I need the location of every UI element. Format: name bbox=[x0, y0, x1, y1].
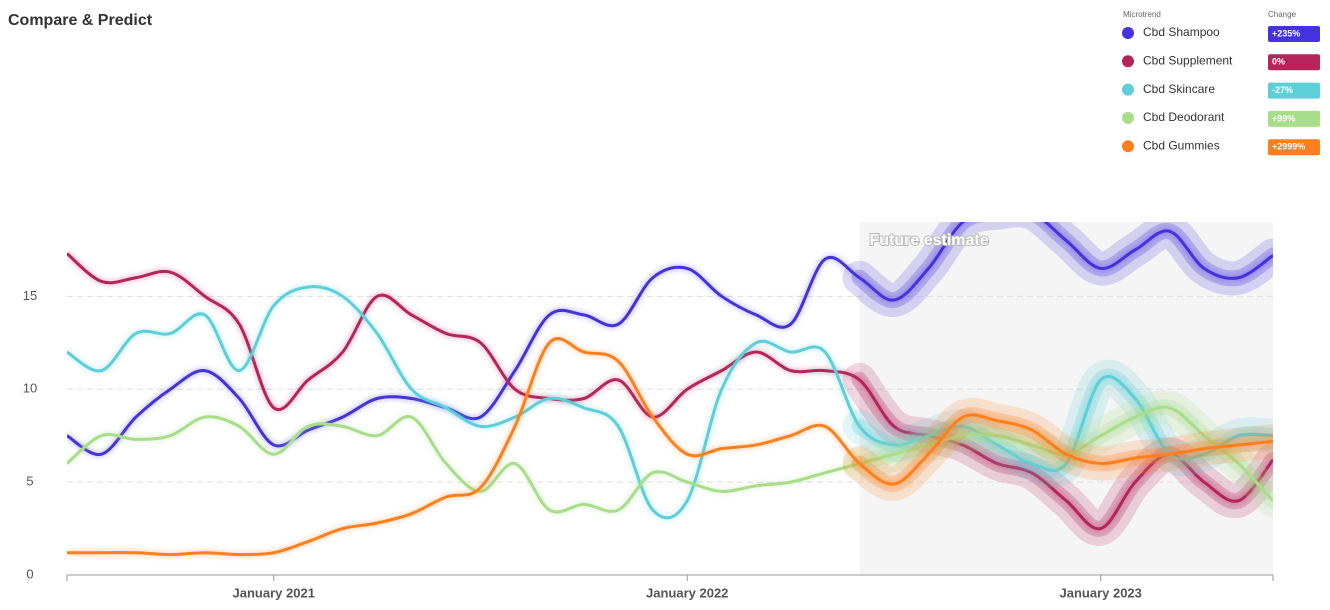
x-tick-label: January 2023 bbox=[1060, 585, 1142, 600]
forecast-label: Future estimate bbox=[870, 232, 989, 249]
series-line bbox=[67, 252, 1273, 531]
y-tick-label: 0 bbox=[26, 566, 33, 581]
legend-label: Cbd Skincare bbox=[1143, 82, 1215, 96]
change-badge bbox=[1268, 110, 1320, 127]
y-tick-label: 10 bbox=[23, 381, 37, 396]
legend-marker bbox=[1122, 111, 1134, 124]
legend-marker bbox=[1122, 140, 1134, 153]
legend-header: Microtrend bbox=[1123, 10, 1161, 19]
change-badge bbox=[1268, 139, 1320, 156]
change-label: -27% bbox=[1272, 85, 1293, 95]
change-label: +2999% bbox=[1272, 142, 1305, 152]
legend-label: Cbd Gummies bbox=[1143, 138, 1220, 152]
legend-label: Cbd Deodorant bbox=[1143, 110, 1225, 124]
change-label: 0% bbox=[1272, 57, 1285, 67]
forecast-region bbox=[859, 222, 1273, 575]
legend-marker bbox=[1122, 83, 1134, 96]
plot bbox=[67, 222, 1273, 557]
y-tick-label: 15 bbox=[23, 288, 37, 303]
legend-marker bbox=[1122, 55, 1134, 68]
chart-title: Compare & Predict bbox=[8, 12, 153, 29]
y-tick-label: 5 bbox=[26, 474, 33, 489]
legend-header: Change bbox=[1268, 10, 1297, 19]
legend-label: Cbd Shampoo bbox=[1143, 25, 1220, 39]
series-line bbox=[67, 222, 1273, 456]
series-line bbox=[67, 337, 1273, 557]
x-tick-label: January 2022 bbox=[646, 585, 728, 600]
change-label: +99% bbox=[1272, 113, 1295, 123]
change-badge bbox=[1268, 82, 1320, 99]
series-line bbox=[67, 405, 1273, 514]
legend-marker bbox=[1122, 27, 1134, 39]
change-badge bbox=[1268, 54, 1320, 71]
x-tick-label: January 2021 bbox=[233, 585, 315, 600]
legend-label: Cbd Supplement bbox=[1143, 53, 1233, 67]
change-label: +235% bbox=[1272, 28, 1300, 38]
change-badge bbox=[1268, 26, 1320, 42]
